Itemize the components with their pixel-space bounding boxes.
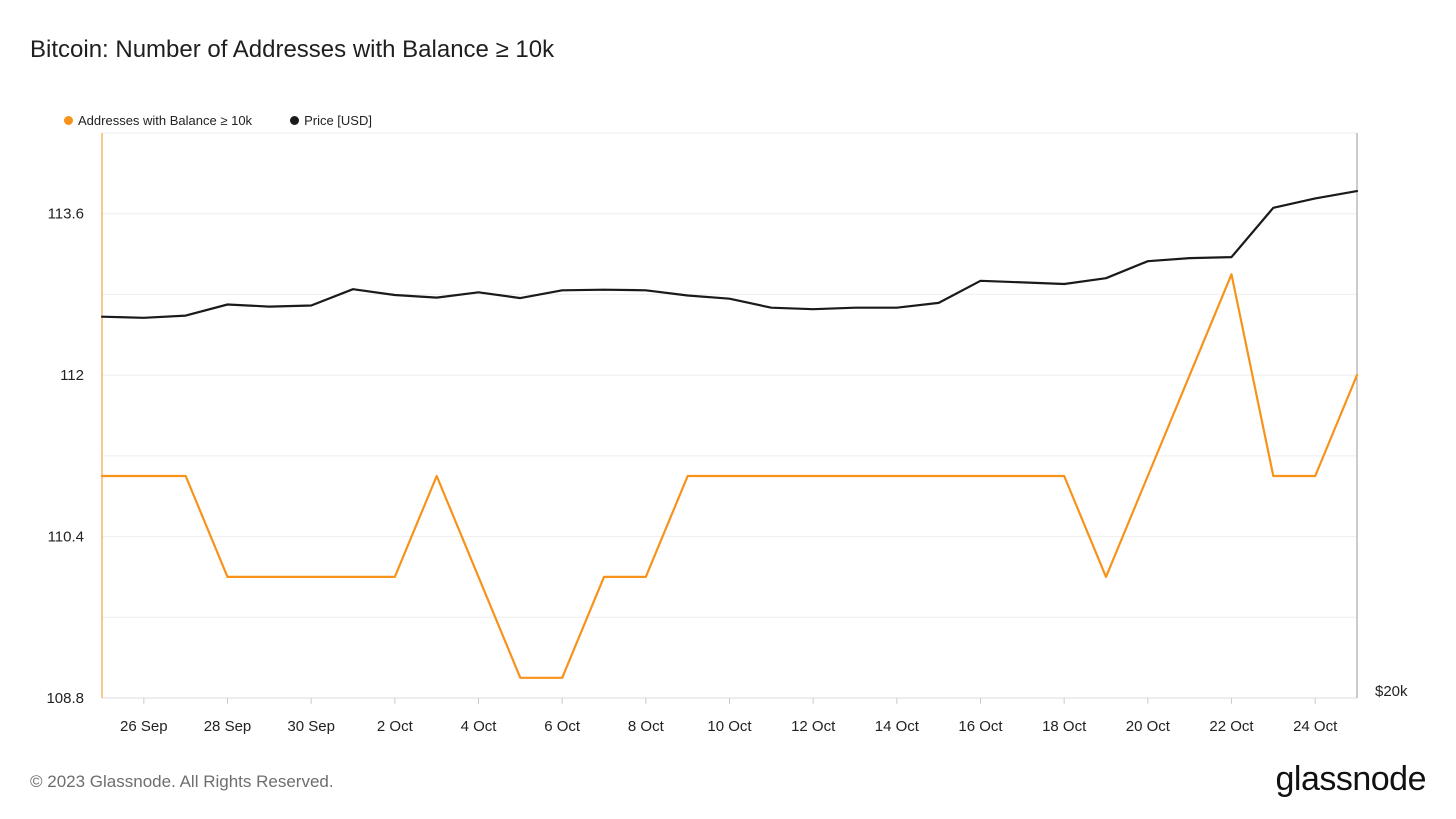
legend-item-addresses[interactable]: Addresses with Balance ≥ 10k — [64, 113, 252, 128]
y-tick-label: 112 — [60, 367, 84, 384]
legend-label-addresses: Addresses with Balance ≥ 10k — [78, 113, 253, 128]
x-tick-label: 28 Sep — [204, 718, 252, 735]
x-tick-label: 14 Oct — [875, 718, 920, 735]
legend-item-price[interactable]: Price [USD] — [290, 113, 372, 128]
glassnode-logo[interactable]: glassnode — [1275, 760, 1426, 798]
x-tick-label: 30 Sep — [287, 718, 335, 735]
x-tick-label: 2 Oct — [377, 718, 414, 735]
y-tick-label: 110.4 — [48, 529, 84, 546]
y-tick-label: 108.8 — [46, 690, 84, 707]
grid — [102, 132, 1357, 618]
x-tick-label: 24 Oct — [1293, 718, 1338, 735]
y-tick-label: 113.6 — [48, 206, 84, 223]
x-tick-label: 22 Oct — [1209, 718, 1254, 735]
axes — [101, 133, 1358, 699]
legend-label-price: Price [USD] — [304, 113, 372, 128]
x-axis-ticks: 26 Sep 28 Sep 30 Sep 2 Oct 4 Oct 6 Oct 8 Oct 10… — [120, 698, 1338, 735]
legend-dot-price — [290, 116, 300, 125]
y-right-tick-label: $20k — [1375, 683, 1408, 700]
x-tick-label: 12 Oct — [791, 718, 836, 735]
x-tick-label: 6 Oct — [544, 718, 581, 735]
x-tick-label: 4 Oct — [461, 718, 498, 735]
chart-title: Bitcoin: Number of Addresses with Balanc… — [30, 36, 555, 63]
x-tick-label: 8 Oct — [628, 718, 665, 735]
x-tick-label: 26 Sep — [120, 718, 168, 735]
legend-dot-addresses — [64, 116, 73, 125]
series-line-addresses — [100, 273, 1359, 679]
x-tick-label: 18 Oct — [1042, 718, 1087, 735]
x-tick-label: 16 Oct — [958, 718, 1003, 735]
x-tick-label: 10 Oct — [707, 718, 752, 735]
series-line-price — [100, 190, 1359, 319]
legend: Addresses with Balance ≥ 10k Price [USD] — [64, 113, 372, 128]
y-axis-ticks: 113.6 112 110.4 108.8 $20k — [46, 206, 1408, 707]
series-lines — [100, 190, 1359, 679]
x-tick-label: 20 Oct — [1126, 718, 1171, 735]
copyright-footer: © 2023 Glassnode. All Rights Reserved. — [30, 772, 334, 791]
